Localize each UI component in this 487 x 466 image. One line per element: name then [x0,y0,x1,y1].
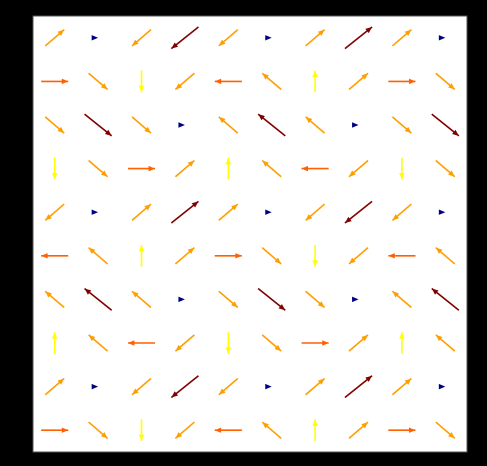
page: (() => { const data = JSON.parse(documen… [0,0,487,466]
chart [0,0,487,466]
